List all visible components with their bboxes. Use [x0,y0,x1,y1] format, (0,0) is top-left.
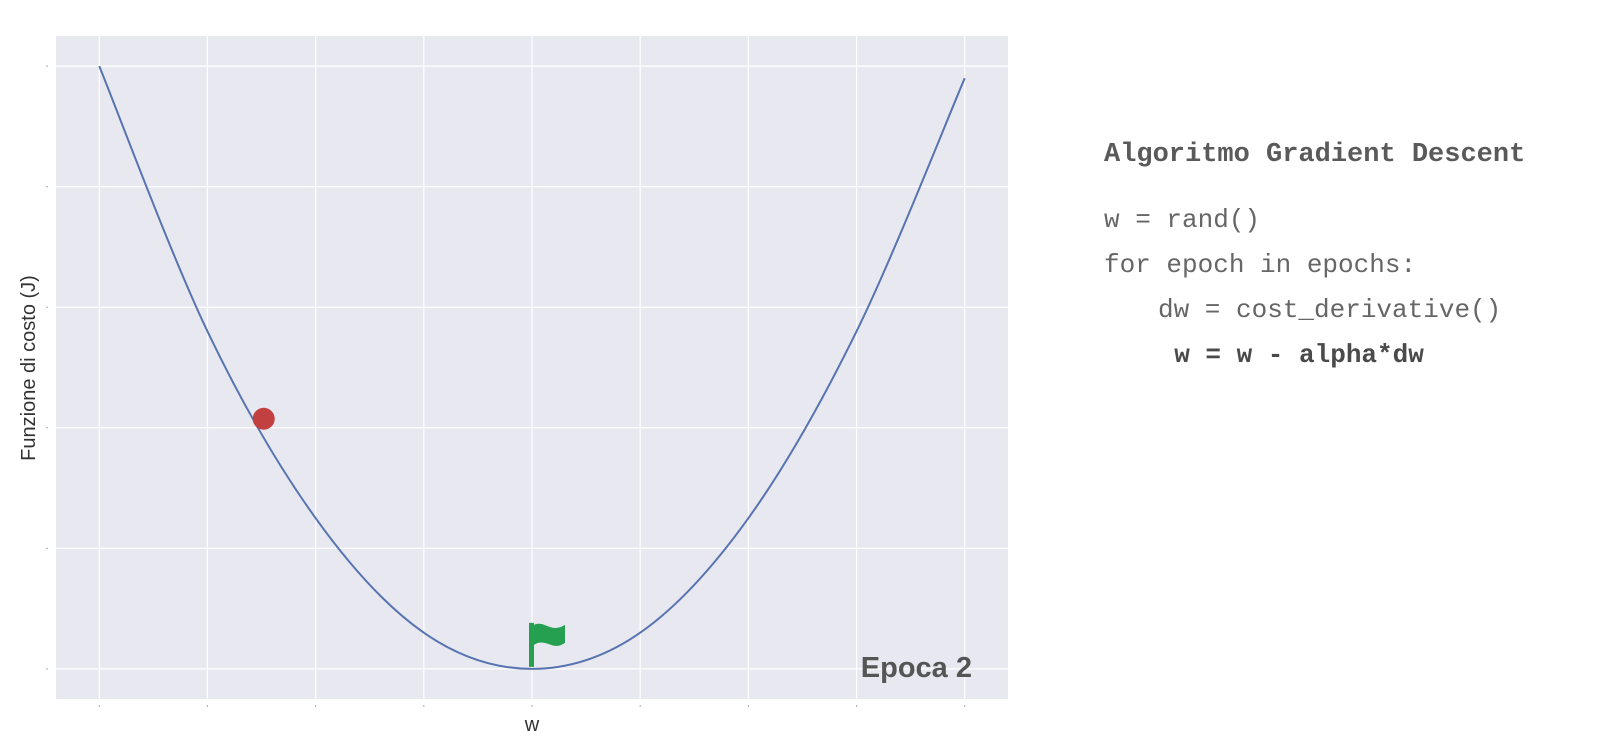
code-lines: w = rand() for epoch in epochs: dw = cost_… [1104,198,1599,378]
flag-pole [529,622,534,667]
code-line: w = rand() [1104,205,1261,235]
code-line: w = w - alpha*dw [1174,340,1424,370]
tick-marks [46,65,966,707]
code-line: dw = cost_derivative() [1158,295,1502,325]
epoch-label: Epoca 2 [861,652,972,684]
red-circle-marker [252,407,275,430]
code-panel: Algoritmo Gradient Descent w = rand() for… [1104,140,1599,378]
code-line: for epoch in epochs: [1104,250,1417,280]
cost-function-chart: Epoca 2 w Funzione di costo (J) [18,36,1008,736]
vertical-gridlines [98,36,966,699]
x-axis-title: w [524,714,540,736]
cost-curve-line [98,65,966,670]
green-flag-icon [529,622,565,667]
code-title: Algoritmo Gradient Descent [1104,140,1526,170]
y-axis-title: Funzione di costo (J) [18,275,40,461]
flag-cloth [534,623,565,646]
